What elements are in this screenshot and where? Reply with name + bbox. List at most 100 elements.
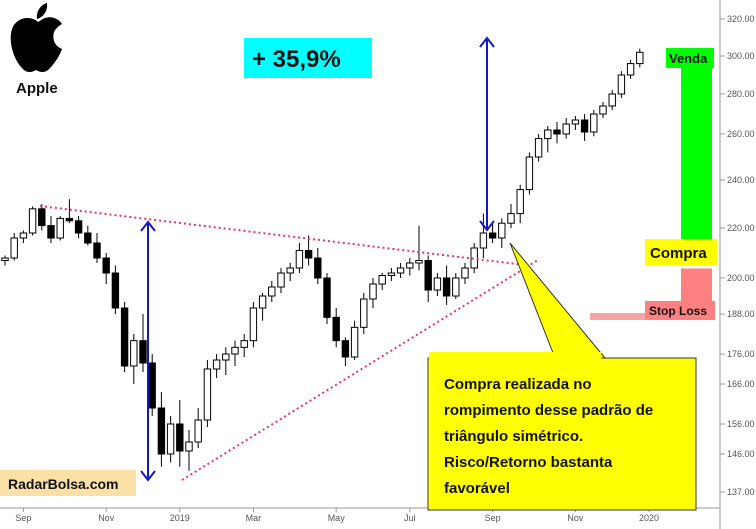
x-tick-label: May bbox=[328, 513, 346, 523]
candle-up bbox=[194, 408, 202, 448]
candle-up bbox=[406, 258, 414, 276]
candle-up bbox=[231, 340, 239, 366]
candle-body bbox=[525, 156, 534, 191]
candle-body bbox=[28, 208, 37, 234]
candle-down bbox=[580, 114, 589, 141]
candle-down bbox=[148, 354, 156, 416]
candle-up bbox=[240, 334, 248, 357]
buy-label-box bbox=[645, 239, 717, 265]
candle-body bbox=[553, 129, 561, 135]
note-line-5: favorável bbox=[444, 480, 510, 497]
candle-body bbox=[231, 346, 239, 355]
candle-up bbox=[433, 273, 442, 296]
candle-body bbox=[626, 63, 635, 76]
candle-body bbox=[93, 242, 101, 259]
candle-down bbox=[304, 235, 313, 266]
candle-body bbox=[56, 217, 64, 239]
candle-body bbox=[74, 220, 83, 234]
candle-body bbox=[387, 272, 396, 276]
candle-body bbox=[157, 407, 166, 455]
y-axis: 137.00 146.00 156.00 166.00 176.00 188.00 200.… bbox=[719, 0, 755, 529]
candle-up bbox=[1, 255, 9, 266]
candle-up bbox=[544, 126, 552, 153]
x-tick-label: Sep bbox=[485, 513, 501, 523]
y-tick-label: 166.00 bbox=[727, 379, 755, 389]
y-tick-label: 200.00 bbox=[727, 273, 755, 283]
candle-down bbox=[176, 400, 184, 467]
candle-body bbox=[452, 277, 460, 297]
candle-body bbox=[148, 362, 156, 409]
candle-down bbox=[157, 392, 166, 467]
candle-body bbox=[636, 51, 644, 65]
triangle-height-arrow bbox=[140, 220, 156, 482]
stop-level-bar bbox=[681, 268, 712, 302]
candle-body bbox=[268, 286, 276, 297]
candle-up bbox=[350, 320, 359, 360]
candle-down bbox=[442, 265, 451, 305]
candle-body bbox=[277, 272, 285, 288]
candle-body bbox=[617, 74, 626, 95]
candle-body bbox=[507, 213, 515, 224]
candle-up bbox=[369, 278, 377, 308]
candle-up bbox=[130, 334, 138, 384]
candle-body bbox=[65, 217, 74, 222]
source-label-box bbox=[0, 470, 136, 496]
sell-label-box bbox=[666, 48, 714, 68]
candle-up bbox=[10, 233, 18, 261]
candle-up bbox=[360, 293, 368, 334]
candle-up bbox=[562, 118, 570, 139]
candle-body bbox=[166, 423, 175, 455]
candle-body bbox=[295, 250, 304, 269]
y-tick-label: 240.00 bbox=[727, 175, 755, 185]
candle-body bbox=[498, 222, 506, 239]
candle-body bbox=[580, 119, 589, 133]
note-line-2: rompimento desse padrão de bbox=[444, 402, 653, 419]
candle-up bbox=[571, 116, 580, 130]
stop-label-box bbox=[645, 301, 715, 320]
callout-text: Compra realizada no rompimento desse pad… bbox=[444, 376, 653, 497]
gain-badge bbox=[244, 38, 372, 78]
candle-body bbox=[562, 123, 570, 135]
candle-body bbox=[203, 368, 212, 421]
candle-body bbox=[304, 250, 313, 259]
candle-body bbox=[212, 359, 221, 370]
candle-body bbox=[424, 260, 432, 291]
candle-down bbox=[323, 273, 331, 324]
candle-up bbox=[387, 268, 396, 281]
candle-body bbox=[286, 267, 294, 274]
candle-up bbox=[470, 243, 478, 273]
candle-up bbox=[590, 110, 598, 137]
stop-level-line bbox=[590, 313, 650, 320]
y-tick-label: 188.00 bbox=[727, 309, 755, 319]
candle-up bbox=[525, 152, 534, 195]
candle-down bbox=[111, 265, 120, 314]
candle-up bbox=[295, 243, 304, 273]
x-tick-label: Sep bbox=[15, 513, 31, 523]
candle-body bbox=[599, 105, 607, 115]
candle-up bbox=[166, 416, 175, 463]
candle-up bbox=[249, 302, 258, 348]
apple-logo-icon bbox=[10, 3, 63, 73]
candle-down bbox=[341, 337, 350, 366]
callout-pointer bbox=[509, 242, 607, 359]
sell-level-bar bbox=[681, 66, 712, 241]
buy-label: Compra bbox=[650, 245, 707, 262]
candle-up bbox=[461, 263, 469, 284]
note-line-3: triângulo simétrico. bbox=[444, 428, 583, 445]
candle-body bbox=[488, 232, 497, 239]
y-tick-label: 146.00 bbox=[727, 449, 755, 459]
x-tick-label: 2019 bbox=[170, 513, 190, 523]
x-tick-label: Nov bbox=[567, 513, 584, 523]
candle-up bbox=[534, 134, 543, 162]
candle-body bbox=[360, 298, 368, 328]
candle-body bbox=[323, 277, 331, 318]
sell-label: Venda bbox=[669, 51, 708, 66]
candle-body bbox=[332, 316, 340, 342]
candle-body bbox=[442, 277, 451, 297]
candle-down bbox=[65, 199, 74, 224]
candle-body bbox=[415, 260, 423, 264]
candle-down bbox=[139, 314, 147, 372]
candle-up bbox=[203, 360, 212, 427]
candle-down bbox=[74, 216, 83, 238]
